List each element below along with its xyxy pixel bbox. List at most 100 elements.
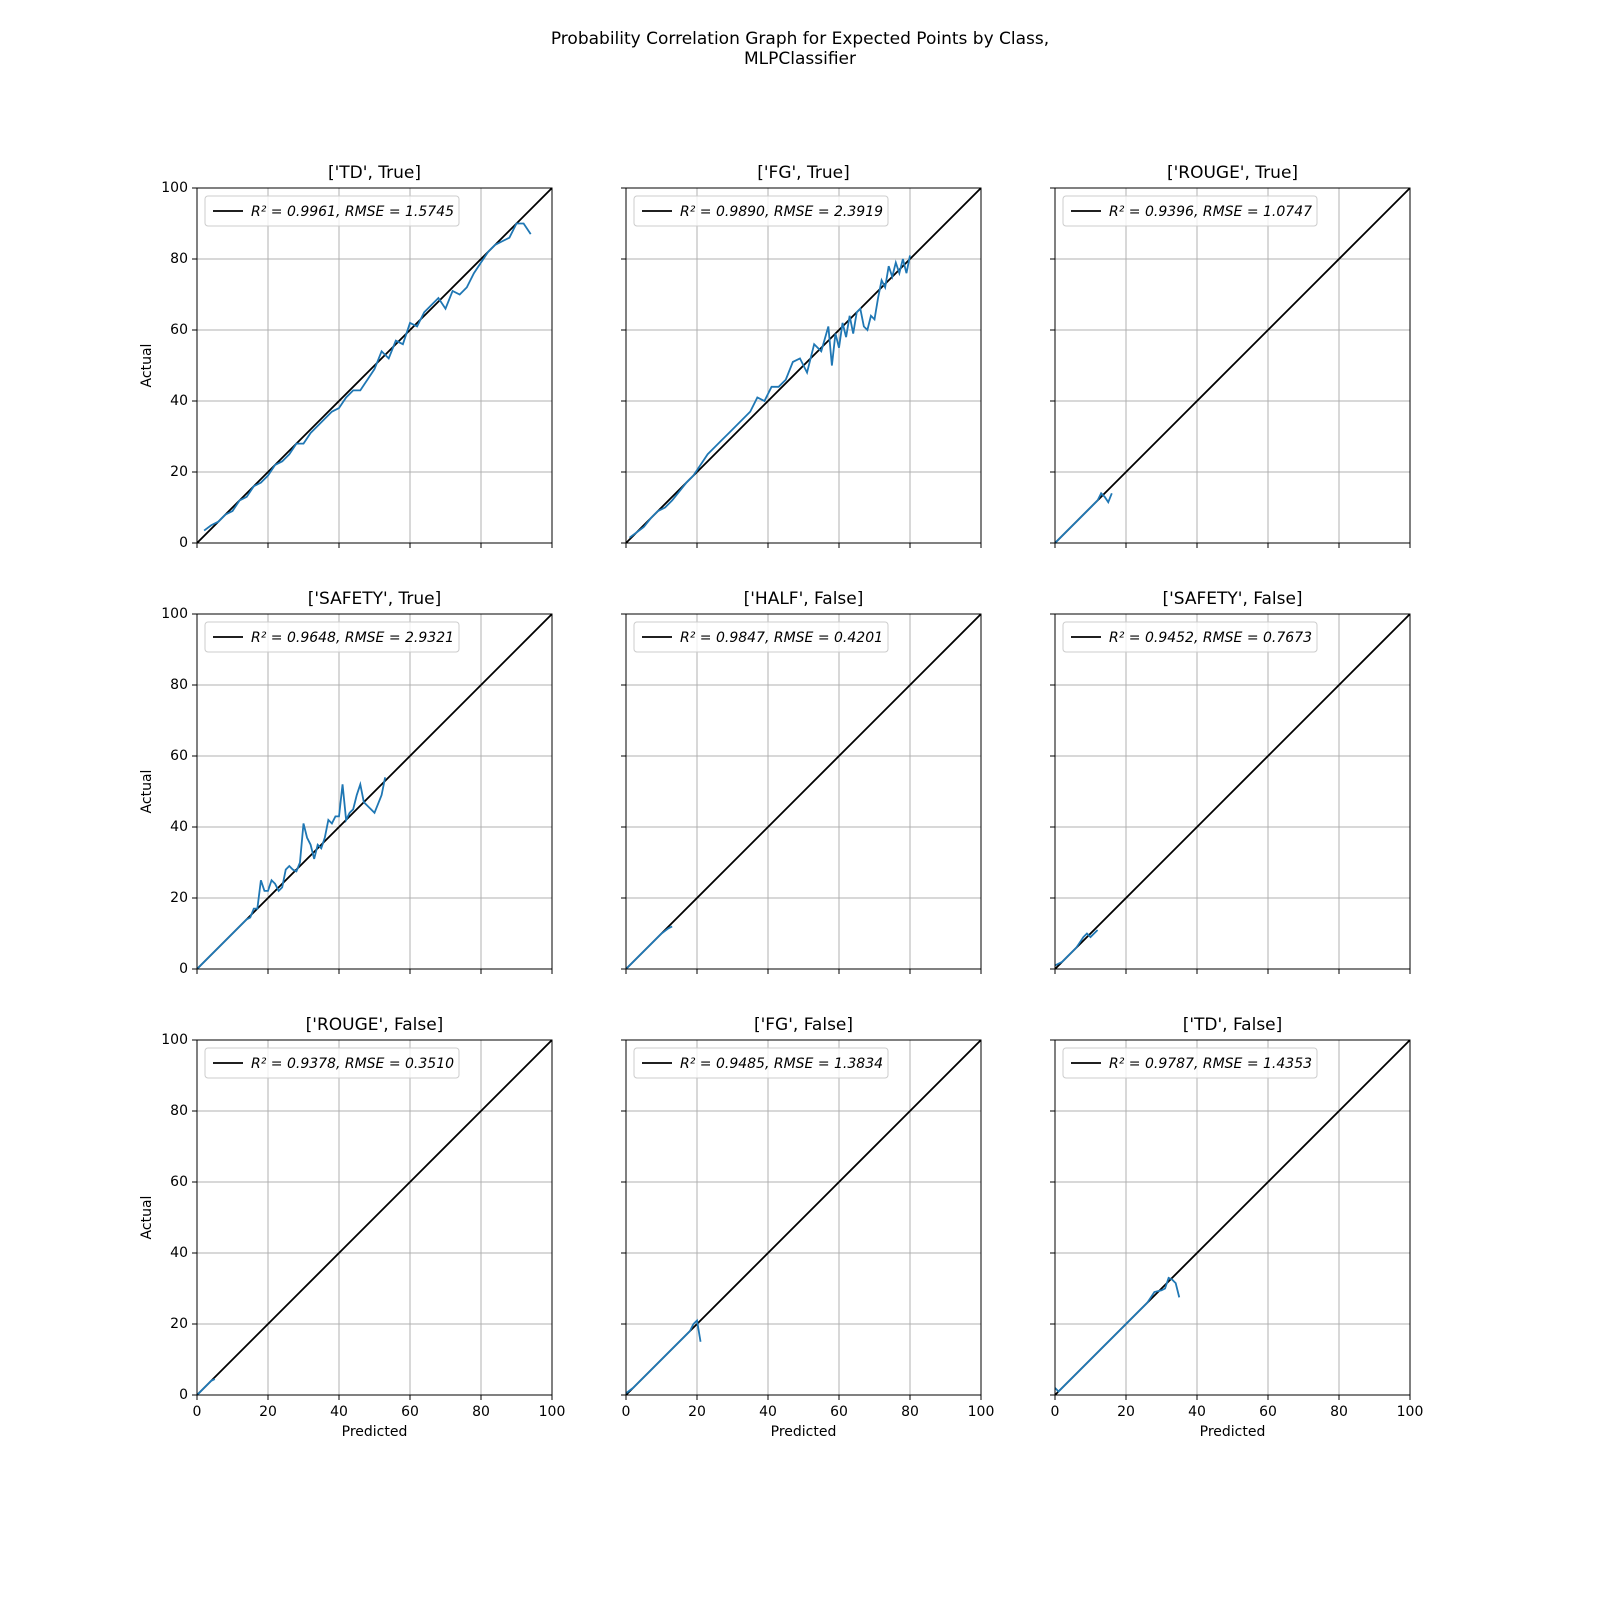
data-line	[626, 614, 981, 969]
subplot-title: ['ROUGE', False]	[306, 1015, 444, 1035]
axes-frame	[1054, 1039, 1411, 1396]
y-tick-label: 40	[170, 819, 188, 835]
axes-frame	[196, 613, 553, 970]
x-tick-label: 60	[830, 1404, 848, 1420]
y-tick-label: 60	[170, 748, 188, 764]
legend-box	[633, 195, 889, 227]
legend-box	[204, 1047, 460, 1079]
data-line	[1055, 614, 1410, 969]
x-tick-label: 40	[330, 1404, 348, 1420]
y-tick-label: 80	[170, 677, 188, 693]
y-tick-label: 80	[170, 1103, 188, 1119]
y-tick-label: 100	[161, 180, 188, 196]
y-axis-label: Actual	[139, 770, 155, 814]
axes-frame	[625, 613, 982, 970]
data-line	[1055, 929, 1099, 967]
subplot: ['SAFETY', True] 0 20 40 60 80 100 Actual R² = 0…	[139, 589, 553, 977]
legend-box	[204, 195, 460, 227]
y-tick-label: 0	[179, 1387, 188, 1403]
x-tick-label: 100	[1397, 1404, 1424, 1420]
subplot-title: ['SAFETY', True]	[308, 589, 442, 609]
x-tick-label: 20	[259, 1404, 277, 1420]
legend-label: R² = 0.9396, RMSE = 1.0747	[1109, 204, 1312, 220]
legend-label: R² = 0.9890, RMSE = 2.3919	[680, 204, 883, 220]
x-tick-label: 0	[622, 1404, 631, 1420]
legend-label: R² = 0.9961, RMSE = 1.5745	[251, 204, 454, 220]
x-tick-label: 60	[401, 1404, 419, 1420]
plot-area	[626, 1040, 981, 1395]
axes-frame	[1054, 187, 1411, 544]
subplot-title: ['FG', False]	[754, 1015, 853, 1035]
plot-area	[1055, 188, 1410, 543]
data-line	[626, 925, 673, 969]
figure-title: Probability Correlation Graph for Expect…	[551, 29, 1049, 49]
y-tick-label: 20	[170, 1316, 188, 1332]
x-axis-label: Predicted	[342, 1424, 408, 1440]
subplot-title: ['HALF', False]	[744, 589, 864, 609]
plot-area	[197, 188, 552, 543]
y-tick-label: 60	[170, 1174, 188, 1190]
plot-area	[197, 614, 552, 969]
y-tick-label: 0	[179, 535, 188, 551]
x-tick-label: 100	[539, 1404, 566, 1420]
legend-box	[1062, 621, 1318, 653]
axes-frame	[625, 187, 982, 544]
subplot-title: ['SAFETY', False]	[1162, 589, 1302, 609]
legend-box	[1062, 195, 1318, 227]
legend-label: R² = 0.9648, RMSE = 2.9321	[251, 630, 454, 646]
x-tick-label: 20	[1117, 1404, 1135, 1420]
y-tick-label: 20	[170, 890, 188, 906]
x-tick-label: 40	[1188, 1404, 1206, 1420]
x-tick-label: 80	[901, 1404, 919, 1420]
y-tick-label: 100	[161, 606, 188, 622]
legend-box	[1062, 1047, 1318, 1079]
data-line	[1055, 188, 1410, 543]
y-axis-label: Actual	[139, 344, 155, 388]
data-line	[626, 1318, 702, 1394]
plot-area	[1055, 614, 1410, 969]
data-line	[1055, 1276, 1181, 1393]
plot-area	[197, 1040, 552, 1395]
subplot-title: ['TD', False]	[1183, 1015, 1283, 1035]
legend-box	[633, 621, 889, 653]
y-tick-label: 40	[170, 393, 188, 409]
x-tick-label: 40	[759, 1404, 777, 1420]
axes-frame	[1054, 613, 1411, 970]
figure-title: MLPClassifier	[744, 49, 856, 69]
x-tick-label: 0	[1051, 1404, 1060, 1420]
subplot: ['ROUGE', False] 0 20 40 60 80 100 0 20 40 60 80 100…	[139, 1015, 565, 1440]
data-line	[1055, 491, 1113, 543]
axes-frame	[625, 1039, 982, 1396]
legend-label: R² = 0.9787, RMSE = 1.4353	[1109, 1056, 1312, 1072]
legend-label: R² = 0.9485, RMSE = 1.3834	[680, 1056, 883, 1072]
y-tick-label: 20	[170, 464, 188, 480]
data-line	[629, 255, 911, 539]
subplot: ['ROUGE', True] R² = 0.9396, RMSE = 1.074…	[1050, 163, 1411, 548]
legend-label: R² = 0.9378, RMSE = 0.3510	[251, 1056, 454, 1072]
data-line	[197, 614, 552, 969]
subplot-title: ['TD', True]	[328, 163, 421, 183]
data-line	[197, 1040, 552, 1395]
data-line	[197, 777, 387, 969]
subplot: ['SAFETY', False] R² = 0.9452, RMSE = 0.7…	[1050, 589, 1411, 974]
legend-box	[204, 621, 460, 653]
y-tick-label: 0	[179, 961, 188, 977]
x-tick-label: 60	[1259, 1404, 1277, 1420]
y-tick-label: 60	[170, 322, 188, 338]
data-line	[203, 222, 532, 532]
x-tick-label: 0	[193, 1404, 202, 1420]
x-tick-label: 100	[968, 1404, 995, 1420]
subplot: ['TD', True] 0 20 40 60 80 100 Actual R² = 0.996…	[139, 163, 553, 551]
legend-label: R² = 0.9452, RMSE = 0.7673	[1109, 630, 1312, 646]
y-tick-label: 100	[161, 1032, 188, 1048]
subplot: ['HALF', False] R² = 0.9847, RMSE = 0.420…	[621, 589, 982, 974]
subplot: ['FG', False] 0 20 40 60 80 100 Predicted R² = 0…	[621, 1015, 994, 1440]
plot-area	[626, 614, 981, 969]
plot-area	[1055, 1040, 1410, 1395]
x-axis-label: Predicted	[771, 1424, 837, 1440]
subplot-title: ['ROUGE', True]	[1167, 163, 1298, 183]
y-tick-label: 80	[170, 251, 188, 267]
data-line	[197, 1378, 216, 1395]
subplot: ['FG', True] R² = 0.9890, RMSE = 2.3919	[621, 163, 982, 548]
